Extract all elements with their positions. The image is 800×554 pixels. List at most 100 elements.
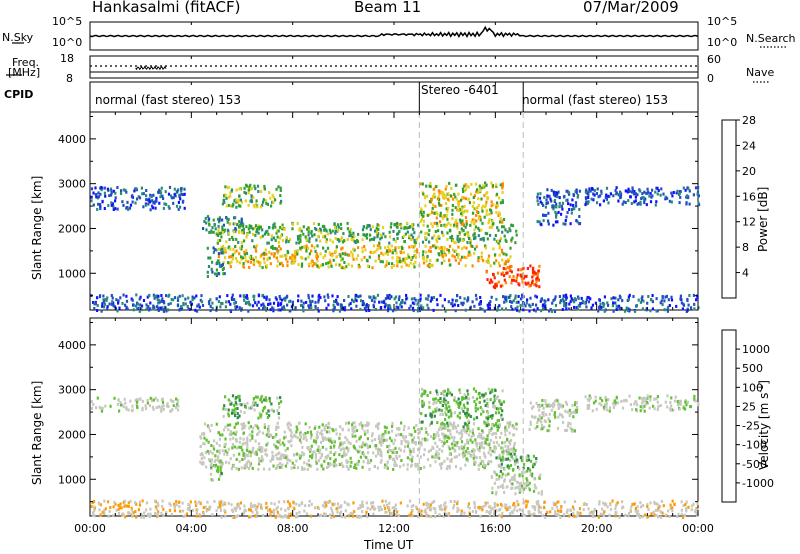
power-data-cell — [663, 299, 666, 303]
velocity-data-cell — [416, 454, 419, 458]
velocity-data-cell — [265, 412, 268, 415]
power-data-cell — [218, 216, 221, 220]
power-data-cell — [447, 248, 450, 252]
power-data-cell — [416, 309, 419, 313]
power-data-cell — [447, 221, 450, 225]
power-data-cell — [496, 305, 500, 309]
power-data-cell — [486, 237, 489, 241]
velocity-data-cell — [487, 462, 490, 466]
velocity-data-cell — [588, 394, 591, 398]
power-data-cell — [97, 202, 100, 206]
velocity-data-cell — [113, 396, 116, 400]
velocity-data-cell — [220, 515, 223, 519]
velocity-data-cell — [243, 411, 246, 415]
power-data-cell — [534, 283, 537, 287]
velocity-data-cell — [440, 392, 443, 396]
velocity-data-cell — [465, 395, 468, 399]
power-data-cell — [494, 253, 497, 257]
power-data-cell — [310, 249, 313, 253]
power-data-cell — [178, 308, 181, 312]
power-data-cell — [361, 238, 364, 242]
power-data-cell — [359, 294, 362, 298]
power-data-cell — [670, 191, 673, 195]
power-data-cell — [239, 204, 242, 208]
power-data-cell — [492, 222, 495, 226]
velocity-data-cell — [468, 451, 471, 454]
power-data-cell — [499, 183, 502, 187]
power-data-cell — [319, 228, 323, 232]
power-data-cell — [486, 197, 489, 201]
velocity-data-cell — [293, 464, 296, 467]
power-data-cell — [478, 302, 481, 306]
power-data-cell — [248, 185, 251, 189]
velocity-data-cell — [553, 411, 556, 415]
power-data-cell — [147, 198, 150, 202]
velocity-data-cell — [154, 505, 157, 509]
power-data-cell — [207, 265, 211, 268]
power-data-cell — [301, 256, 304, 260]
power-data-cell — [237, 240, 240, 244]
power-data-cell — [234, 222, 237, 226]
power-data-cell — [440, 261, 443, 265]
power-data-cell — [302, 309, 305, 313]
velocity-data-cell — [132, 511, 135, 515]
velocity-data-cell — [587, 406, 590, 410]
velocity-data-cell — [331, 509, 334, 513]
velocity-data-cell — [492, 401, 495, 405]
velocity-data-cell — [392, 448, 395, 452]
power-data-cell — [516, 273, 519, 277]
velocity-data-cell — [162, 404, 165, 408]
velocity-data-cell — [249, 453, 252, 457]
velocity-data-cell — [278, 438, 281, 442]
velocity-data-cell — [325, 447, 328, 451]
velocity-data-cell — [512, 447, 515, 451]
power-data-cell — [510, 300, 513, 304]
power-data-cell — [409, 256, 413, 260]
power-data-cell — [387, 307, 390, 311]
velocity-data-cell — [244, 465, 247, 469]
velocity-data-cell — [108, 509, 111, 513]
velocity-data-cell — [283, 436, 286, 440]
power-data-cell — [431, 236, 434, 240]
power-data-cell — [578, 304, 582, 308]
velocity-data-cell — [439, 412, 442, 416]
velocity-data-cell — [278, 462, 282, 465]
velocity-data-cell — [206, 500, 209, 504]
velocity-data-cell — [446, 439, 449, 443]
power-data-cell — [501, 225, 504, 229]
power-data-cell — [396, 264, 399, 268]
nsearch-tick-high: 10^5 — [707, 15, 738, 28]
power-data-cell — [584, 203, 587, 207]
velocity-data-cell — [430, 421, 433, 425]
power-data-cell — [413, 238, 416, 242]
power-data-cell — [427, 307, 430, 310]
power-data-cell — [454, 258, 457, 262]
power-data-cell — [324, 254, 327, 257]
power-data-cell — [384, 297, 387, 301]
velocity-data-cell — [411, 440, 414, 444]
velocity-data-cell — [539, 473, 542, 477]
velocity-data-cell — [213, 499, 216, 503]
velocity-data-cell — [591, 409, 594, 413]
power-data-cell — [392, 229, 395, 233]
power-data-cell — [197, 303, 200, 307]
power-data-cell — [497, 241, 500, 245]
power-data-cell — [417, 235, 420, 239]
velocity-data-cell — [666, 405, 669, 409]
power-data-cell — [467, 253, 470, 257]
power-data-cell — [641, 192, 644, 196]
power-data-cell — [334, 229, 337, 233]
power-data-cell — [442, 191, 445, 195]
velocity-data-cell — [496, 419, 499, 423]
power-data-cell — [363, 255, 366, 259]
power-data-cell — [462, 301, 465, 305]
power-data-cell — [470, 220, 473, 224]
power-data-cell — [152, 304, 155, 308]
power-data-cell — [416, 302, 419, 306]
velocity-data-cell — [578, 507, 581, 511]
power-data-cell — [628, 293, 631, 297]
velocity-data-cell — [231, 394, 235, 398]
velocity-data-cell — [224, 437, 227, 441]
power-data-cell — [255, 303, 259, 307]
power-data-cell — [104, 194, 107, 198]
